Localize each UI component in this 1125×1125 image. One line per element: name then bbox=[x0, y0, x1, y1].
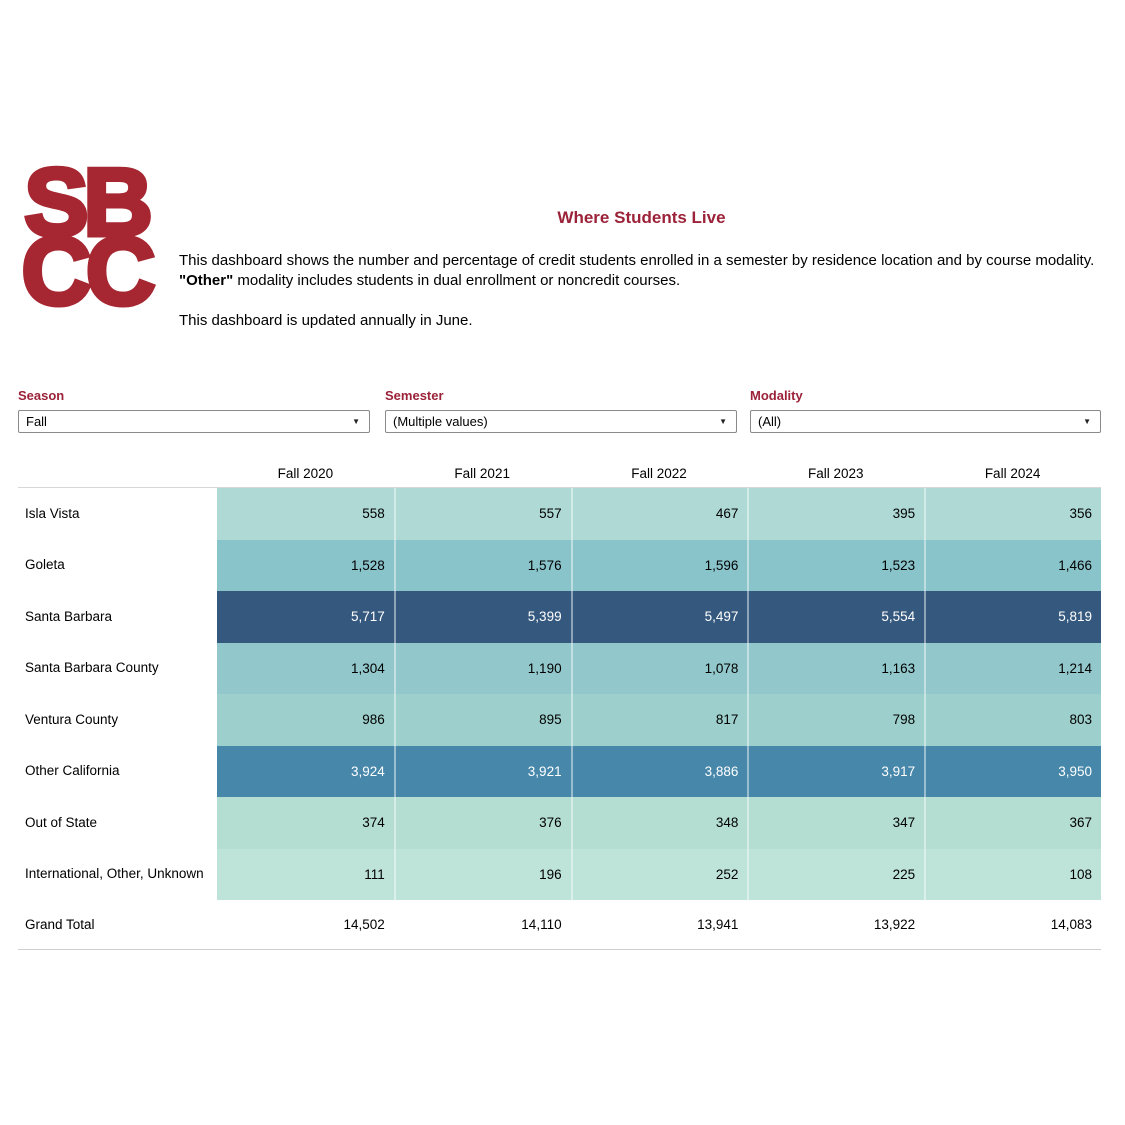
table-cell[interactable]: 395 bbox=[747, 488, 924, 540]
modality-dropdown-value: (All) bbox=[758, 414, 782, 429]
table-cell[interactable]: 5,819 bbox=[924, 591, 1101, 643]
column-header-fall-2023: Fall 2023 bbox=[808, 466, 864, 481]
table-cell[interactable]: 5,399 bbox=[393, 591, 571, 643]
table-cell[interactable]: 1,214 bbox=[924, 642, 1101, 694]
table-cell[interactable]: 225 bbox=[747, 848, 924, 900]
table-cell: 14,502 bbox=[343, 917, 385, 932]
table-cell[interactable]: 1,596 bbox=[570, 539, 748, 591]
column-header-fall-2021: Fall 2021 bbox=[454, 466, 510, 481]
description-bold-other: "Other" bbox=[179, 272, 234, 289]
table-cell[interactable]: 557 bbox=[393, 488, 571, 540]
table-cell: 13,941 bbox=[697, 917, 739, 932]
table-cell[interactable]: 1,163 bbox=[747, 642, 924, 694]
sbcc-logo-line2: CC bbox=[19, 218, 158, 326]
sbcc-logo-line1: SB bbox=[22, 149, 155, 256]
table-cell[interactable]: 111 bbox=[364, 866, 385, 882]
table-cell[interactable]: 367 bbox=[924, 797, 1101, 849]
season-filter-label: Season bbox=[18, 388, 65, 403]
row-label[interactable]: Santa Barbara County bbox=[18, 642, 217, 694]
table-row-santa-barbara: Santa Barbara 5,717 5,399 5,497 5,554 5,… bbox=[18, 591, 1101, 643]
table-cell[interactable]: 348 bbox=[570, 797, 748, 849]
table-cell[interactable]: 467 bbox=[570, 488, 748, 540]
table-cell[interactable]: 1,576 bbox=[393, 539, 571, 591]
table-cell[interactable]: 376 bbox=[393, 797, 571, 849]
table-header-row: Fall 2020 Fall 2021 Fall 2022 Fall 2023 … bbox=[18, 462, 1101, 488]
table-row-out-of-state: Out of State 374 376 348 347 367 bbox=[18, 797, 1101, 849]
table-cell[interactable]: 374 bbox=[362, 815, 385, 831]
description-text-after: modality includes students in dual enrol… bbox=[233, 272, 681, 289]
row-label[interactable]: Isla Vista bbox=[18, 488, 217, 540]
table-cell[interactable]: 1,523 bbox=[747, 539, 924, 591]
table-row-ventura-county: Ventura County 986 895 817 798 803 bbox=[18, 694, 1101, 746]
page-title: Where Students Live bbox=[557, 208, 726, 227]
table-cell[interactable]: 558 bbox=[362, 506, 385, 522]
table-cell[interactable]: 803 bbox=[924, 694, 1101, 746]
table-cell[interactable]: 1,528 bbox=[351, 557, 385, 573]
table-cell[interactable]: 1,304 bbox=[351, 660, 385, 676]
table-cell[interactable]: 1,078 bbox=[570, 642, 748, 694]
description-text: This dashboard shows the number and perc… bbox=[179, 252, 1095, 269]
row-label[interactable]: International, Other, Unknown bbox=[18, 848, 217, 900]
table-cell[interactable]: 347 bbox=[747, 797, 924, 849]
table-cell[interactable]: 1,190 bbox=[393, 642, 571, 694]
table-cell[interactable]: 895 bbox=[393, 694, 571, 746]
table-cell: 14,110 bbox=[521, 917, 562, 932]
row-label[interactable]: Out of State bbox=[18, 797, 217, 849]
table-row-isla-vista: Isla Vista 558 557 467 395 356 bbox=[18, 488, 1101, 540]
table-cell[interactable]: 817 bbox=[570, 694, 748, 746]
table-cell[interactable]: 196 bbox=[393, 848, 571, 900]
row-label[interactable]: Other California bbox=[18, 745, 217, 797]
table-cell: 13,922 bbox=[873, 917, 916, 932]
table-cell[interactable]: 5,554 bbox=[747, 591, 924, 643]
residence-table: Fall 2020 Fall 2021 Fall 2022 Fall 2023 … bbox=[18, 462, 1101, 950]
season-dropdown-value: Fall bbox=[26, 414, 47, 429]
row-label-header bbox=[18, 481, 217, 487]
table-cell[interactable]: 108 bbox=[924, 848, 1101, 900]
column-header-fall-2024: Fall 2024 bbox=[984, 466, 1041, 481]
table-row-international-other-unknown: International, Other, Unknown 111 196 25… bbox=[18, 848, 1101, 900]
dashboard-description: This dashboard shows the number and perc… bbox=[179, 251, 1107, 291]
filter-season: Season Fall ▼ bbox=[18, 388, 370, 433]
sbcc-logo: SB CC bbox=[6, 149, 166, 326]
row-label[interactable]: Ventura County bbox=[18, 694, 217, 746]
semester-dropdown-value: (Multiple values) bbox=[393, 414, 488, 429]
modality-filter-label: Modality bbox=[750, 388, 803, 403]
table-cell[interactable]: 3,921 bbox=[393, 745, 571, 797]
table-cell[interactable]: 5,497 bbox=[570, 591, 748, 643]
semester-filter-label: Semester bbox=[385, 388, 444, 403]
table-cell[interactable]: 3,924 bbox=[351, 763, 385, 779]
filter-modality: Modality (All) ▼ bbox=[750, 388, 1101, 433]
table-cell[interactable]: 986 bbox=[362, 712, 385, 728]
row-label: Grand Total bbox=[18, 900, 217, 949]
chevron-down-icon[interactable]: ▼ bbox=[719, 417, 727, 426]
filter-semester: Semester (Multiple values) ▼ bbox=[385, 388, 737, 433]
table-row-santa-barbara-county: Santa Barbara County 1,304 1,190 1,078 1… bbox=[18, 642, 1101, 694]
chevron-down-icon[interactable]: ▼ bbox=[1083, 417, 1091, 426]
table-cell[interactable]: 3,950 bbox=[924, 745, 1101, 797]
table-row-goleta: Goleta 1,528 1,576 1,596 1,523 1,466 bbox=[18, 539, 1101, 591]
table-cell[interactable]: 798 bbox=[747, 694, 924, 746]
semester-dropdown[interactable]: (Multiple values) ▼ bbox=[385, 410, 737, 433]
table-cell[interactable]: 1,466 bbox=[924, 539, 1101, 591]
table-cell[interactable]: 252 bbox=[570, 848, 748, 900]
table-cell[interactable]: 356 bbox=[924, 488, 1101, 540]
table-cell[interactable]: 5,717 bbox=[351, 609, 385, 625]
row-label[interactable]: Santa Barbara bbox=[18, 591, 217, 643]
table-cell: 14,083 bbox=[1050, 917, 1092, 932]
modality-dropdown[interactable]: (All) ▼ bbox=[750, 410, 1101, 433]
column-header-fall-2020: Fall 2020 bbox=[277, 466, 334, 481]
update-note: This dashboard is updated annually in Ju… bbox=[179, 312, 473, 329]
chevron-down-icon[interactable]: ▼ bbox=[352, 417, 360, 426]
column-header-fall-2022: Fall 2022 bbox=[631, 466, 687, 481]
table-row-grand-total: Grand Total 14,502 14,110 13,941 13,922 … bbox=[18, 900, 1101, 950]
table-cell[interactable]: 3,886 bbox=[570, 745, 748, 797]
table-cell[interactable]: 3,917 bbox=[747, 745, 924, 797]
table-row-other-california: Other California 3,924 3,921 3,886 3,917… bbox=[18, 745, 1101, 797]
season-dropdown[interactable]: Fall ▼ bbox=[18, 410, 370, 433]
row-label[interactable]: Goleta bbox=[18, 539, 217, 591]
